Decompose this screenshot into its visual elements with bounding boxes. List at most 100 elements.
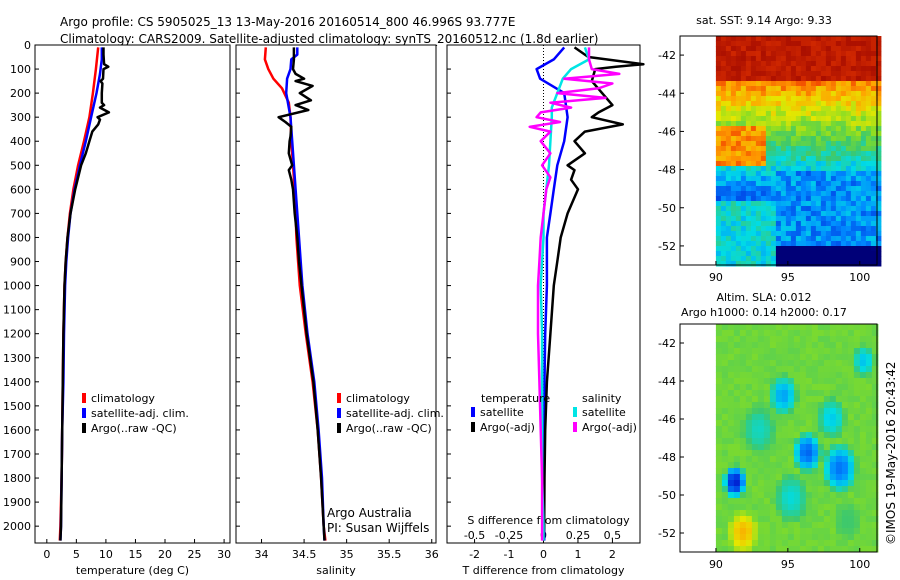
sst_map-cell — [735, 56, 742, 62]
sst_map-cell — [745, 76, 752, 82]
sla_map-cell — [757, 390, 765, 397]
sla_map-cell — [715, 456, 723, 463]
sla_map-cell — [757, 360, 765, 367]
sla_map-cell — [757, 522, 765, 529]
sst_map-cell — [865, 36, 872, 42]
sla_map-cell — [787, 354, 795, 361]
sla_map-cell — [751, 438, 759, 445]
sla_map-cell — [781, 528, 789, 535]
sla_map-cell — [847, 486, 855, 493]
sst_map-cell — [810, 36, 817, 42]
sst_map-cell — [805, 201, 812, 207]
sst_map-cell — [830, 96, 837, 102]
sla_map-cell — [715, 474, 723, 481]
sla_map-cell — [757, 528, 765, 535]
sst_map-cell — [765, 66, 772, 72]
sst_map-cell — [815, 166, 822, 172]
sla_map-cell — [745, 540, 753, 547]
sst_map-cell — [800, 221, 807, 227]
sst_map-cell — [755, 156, 762, 162]
sla_map-cell — [769, 432, 777, 439]
sla_map-cell — [811, 414, 819, 421]
sla_map-cell — [823, 402, 831, 409]
sst_map-cell — [795, 36, 802, 42]
sla_map-cell — [751, 336, 759, 343]
sla_map-cell — [799, 360, 807, 367]
sst_map-cell — [780, 151, 787, 157]
sla_map-cell — [799, 462, 807, 469]
sla_map-cell — [751, 330, 759, 337]
sla_map-cell — [865, 348, 873, 355]
sla_map-cell — [805, 474, 813, 481]
sst_map-cell — [760, 41, 767, 47]
sla_map-cell — [757, 354, 765, 361]
sst_map-cell — [750, 136, 757, 142]
sst_map-cell — [870, 226, 877, 232]
sla_map-ytick-label: -44 — [658, 375, 676, 388]
sst_map-cell — [740, 241, 747, 247]
sst_map-cell — [875, 216, 882, 222]
sla_map-cell — [775, 522, 783, 529]
sst_map-cell — [870, 101, 877, 107]
sst_map-cell — [800, 196, 807, 202]
sst_map-cell — [820, 161, 827, 167]
sst_map-cell — [835, 201, 842, 207]
sst_map-cell — [740, 206, 747, 212]
sla_map-cell — [793, 480, 801, 487]
sla_map-cell — [865, 540, 873, 547]
sla_map-cell — [715, 336, 723, 343]
sst_map-cell — [750, 41, 757, 47]
sst_map-cell — [825, 96, 832, 102]
sla_map-cell — [721, 372, 729, 379]
sla_map-cell — [793, 414, 801, 421]
sst_map-cell — [740, 191, 747, 197]
sst_map-cell — [735, 241, 742, 247]
sst_map-cell — [830, 106, 837, 112]
sla_map-cell — [727, 462, 735, 469]
sla_map-cell — [769, 486, 777, 493]
sst_map-cell — [800, 76, 807, 82]
difference-xtick-label: 2 — [609, 548, 616, 561]
sla_map-cell — [799, 384, 807, 391]
sla_map-cell — [829, 480, 837, 487]
sst_map-cell — [775, 231, 782, 237]
sst_map-cell — [775, 146, 782, 152]
sst_map-cell — [720, 51, 727, 57]
sst_map-cell — [770, 121, 777, 127]
sst_map-cell — [715, 96, 722, 102]
sla_map-cell — [733, 510, 741, 517]
sst_map-cell — [780, 121, 787, 127]
sla_map-cell — [781, 486, 789, 493]
sst_map-cell — [740, 126, 747, 132]
sst_map-cell — [760, 186, 767, 192]
sst_map-cell — [865, 76, 872, 82]
sla_map-cell — [817, 480, 825, 487]
sst_map-cell — [805, 86, 812, 92]
sst_map-cell — [855, 221, 862, 227]
sst_map-cell — [840, 221, 847, 227]
sla_map-cell — [823, 330, 831, 337]
sst_map-cell — [835, 36, 842, 42]
sla_map-cell — [721, 426, 729, 433]
sst_map-cell — [720, 201, 727, 207]
sst_map-cell — [825, 81, 832, 87]
temperature-xtick-label: 0 — [43, 548, 50, 561]
sla_map-cell — [733, 504, 741, 511]
sst_map-cell — [760, 156, 767, 162]
sst_map-cell — [765, 41, 772, 47]
sla_map-cell — [775, 474, 783, 481]
sst_map-cell — [780, 241, 787, 247]
sst_map-cell — [850, 36, 857, 42]
sla_map-cell — [781, 480, 789, 487]
sst_map-cell — [865, 126, 872, 132]
sst_map-cell — [805, 251, 812, 257]
sst_map-cell — [780, 196, 787, 202]
sst_map-cell — [745, 216, 752, 222]
sla_map-cell — [751, 522, 759, 529]
sst_map-cell — [835, 131, 842, 137]
sla_map-cell — [757, 414, 765, 421]
sst_map-cell — [865, 151, 872, 157]
sst_map-cell — [790, 96, 797, 102]
sla_map-cell — [769, 522, 777, 529]
